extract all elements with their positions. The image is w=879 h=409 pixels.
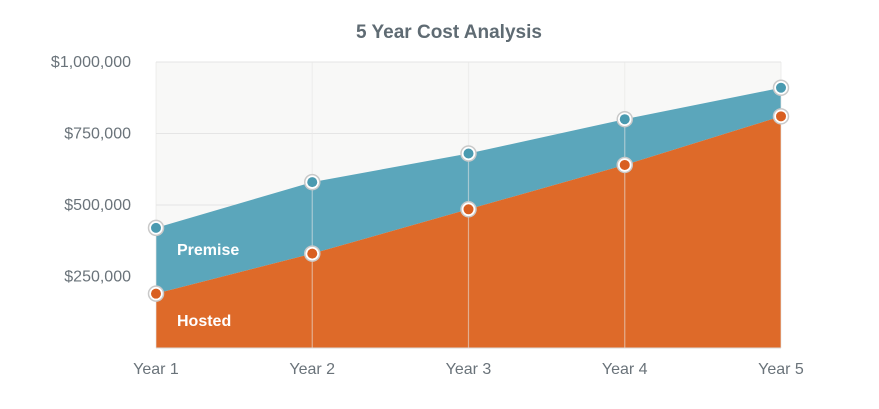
x-tick-label: Year 3	[446, 361, 492, 378]
y-tick-label: $250,000	[64, 269, 131, 286]
hosted-series-label: Hosted	[177, 313, 231, 330]
premise-series-label: Premise	[177, 242, 239, 259]
x-tick-label: Year 2	[289, 361, 335, 378]
axis-labels: $250,000 $500,000 $750,000 $1,000,000 Year 1…	[51, 54, 804, 378]
y-tick-label: $500,000	[64, 197, 131, 214]
y-tick-label: $750,000	[64, 126, 131, 143]
hosted-data-point	[776, 111, 786, 122]
premise-data-point	[463, 148, 474, 159]
chart-title: 5 Year Cost Analysis	[356, 22, 542, 43]
hosted-data-point	[307, 248, 318, 259]
premise-data-point	[307, 177, 318, 188]
x-tick-label: Year 4	[602, 361, 648, 378]
x-tick-label: Year 1	[133, 361, 179, 378]
premise-data-point	[619, 114, 630, 125]
series-labels: Premise Hosted	[177, 242, 239, 330]
y-tick-label: $1,000,000	[51, 54, 131, 71]
data-markers	[147, 79, 790, 302]
premise-data-point	[776, 82, 786, 93]
hosted-data-point	[619, 159, 630, 170]
hosted-data-point	[151, 288, 161, 299]
hosted-data-point	[463, 204, 474, 215]
x-tick-label: Year 5	[758, 361, 804, 378]
premise-data-point	[151, 222, 161, 233]
